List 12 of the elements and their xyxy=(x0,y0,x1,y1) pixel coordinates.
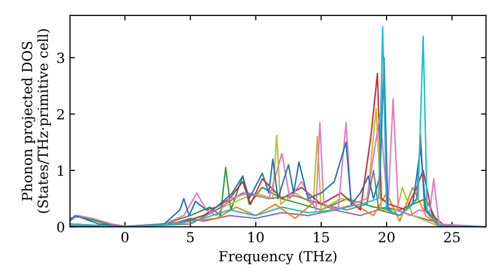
y-tick-label: 2 xyxy=(57,109,64,120)
x-tick-label: 15 xyxy=(314,232,329,242)
x-tick-label: 5 xyxy=(187,232,194,242)
x-tick-label: 25 xyxy=(444,232,460,242)
y-tick-label: 0 xyxy=(57,222,64,232)
y-tick-label: 3 xyxy=(57,52,64,64)
y-tick-label: 1 xyxy=(58,165,64,176)
y-axis-title: Phonon projected DOS (States/THz·primitive cell) xyxy=(22,29,51,213)
x-tick-label: 20 xyxy=(378,232,394,242)
x-tick-label: 0 xyxy=(121,232,128,242)
x-tick-label: 10 xyxy=(248,232,264,242)
x-axis-title: Frequency (THz) xyxy=(219,250,336,264)
